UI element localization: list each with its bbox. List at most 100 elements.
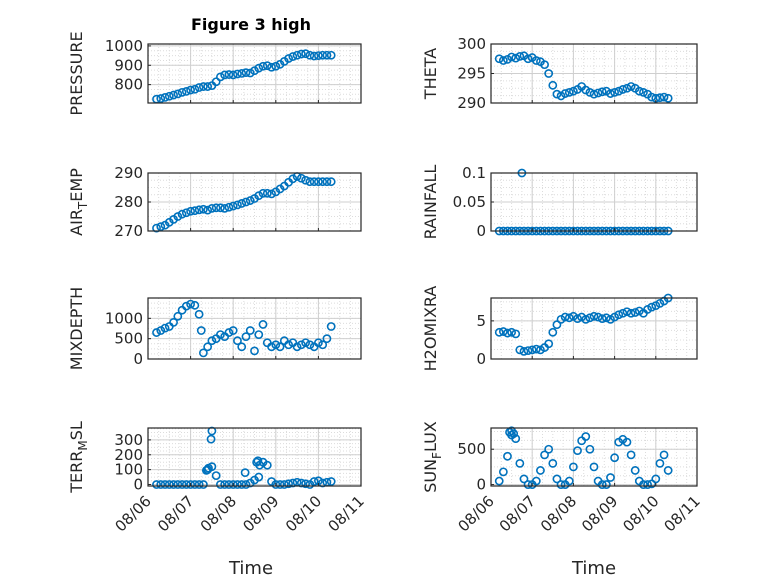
data-point	[626, 82, 636, 91]
data-point	[198, 204, 208, 214]
data-point	[560, 312, 570, 322]
data-point	[622, 83, 632, 93]
data-point	[556, 480, 566, 489]
data-point	[228, 201, 238, 211]
data-point	[253, 456, 263, 466]
data-point	[296, 340, 306, 350]
data-point	[589, 462, 599, 472]
data-point	[206, 434, 216, 444]
data-point	[181, 301, 191, 311]
y-axis-label-subscript: T	[76, 201, 90, 210]
data-point	[169, 317, 178, 327]
data-point	[663, 466, 673, 475]
y-axis-label-rest: EMP	[67, 168, 86, 202]
y-tick-label: 270	[114, 222, 143, 240]
data-point	[177, 480, 187, 489]
data-point	[597, 87, 607, 97]
data-point	[326, 322, 336, 331]
data-point	[152, 223, 161, 233]
data-point	[254, 330, 264, 339]
y-tick-label: 5	[476, 312, 486, 330]
data-point	[597, 314, 607, 323]
data-point	[544, 339, 554, 349]
chart-panel-6: 0 5 H2OMIXRA	[421, 286, 698, 371]
data-point	[552, 320, 562, 330]
data-point	[305, 50, 315, 60]
y-tick-label: 200	[114, 446, 143, 464]
data-point	[597, 480, 607, 489]
data-point	[228, 70, 238, 80]
data-point	[606, 473, 615, 482]
data-point	[540, 450, 549, 460]
data-point	[186, 206, 195, 216]
data-point	[618, 85, 628, 94]
data-point	[626, 308, 636, 318]
data-point	[610, 87, 619, 97]
data-point	[224, 480, 234, 489]
data-point	[245, 196, 255, 205]
data-point	[190, 206, 200, 216]
data-point	[659, 450, 669, 460]
y-tick-label: 800	[114, 76, 143, 94]
data-point	[220, 203, 230, 213]
y-axis-label: TERRMSL	[67, 421, 90, 494]
y-axis-label-main: TERR	[67, 451, 86, 494]
data-point	[152, 480, 161, 489]
chart-panel-5: 0 500 1000 MIXDEPTH	[67, 287, 362, 370]
data-point	[647, 92, 657, 102]
data-point	[181, 480, 191, 489]
data-point	[262, 61, 272, 71]
data-point	[177, 87, 187, 97]
data-point	[203, 205, 213, 215]
data-point	[207, 426, 217, 436]
y-tick-label: 100	[114, 461, 143, 479]
data-point	[519, 474, 529, 484]
data-point	[622, 437, 632, 447]
data-point	[301, 338, 311, 348]
data-point	[254, 63, 264, 73]
y-tick-label: 1000	[105, 37, 143, 55]
data-point	[177, 209, 187, 219]
data-point	[237, 199, 247, 208]
data-point	[201, 465, 211, 475]
data-point	[296, 49, 306, 59]
x-tick-label: 08/06	[455, 492, 498, 535]
axes-box	[147, 43, 362, 104]
data-point	[647, 302, 657, 312]
data-point	[267, 189, 276, 199]
data-point	[552, 474, 562, 484]
data-point	[211, 471, 221, 480]
y-tick-label: 295	[457, 65, 486, 83]
y-tick-label: 290	[114, 164, 143, 182]
y-tick-label: 300	[114, 431, 143, 449]
data-point	[254, 472, 264, 482]
y-axis-label-subscript: F	[430, 452, 444, 459]
data-point	[207, 203, 217, 213]
data-point	[198, 82, 208, 91]
data-point	[498, 56, 508, 65]
data-point	[301, 479, 311, 489]
data-point	[322, 334, 332, 344]
data-point	[663, 93, 673, 103]
data-point	[160, 323, 170, 333]
x-tick-label: 08/11	[661, 492, 704, 535]
y-tick-label: 0	[133, 476, 143, 494]
data-point	[267, 62, 276, 72]
data-point	[181, 208, 191, 218]
y-tick-label: 0	[133, 350, 143, 368]
y-axis-label-main: SUN	[421, 459, 440, 493]
data-point	[196, 326, 206, 335]
data-point	[288, 174, 298, 184]
data-point	[564, 476, 574, 486]
data-point	[655, 93, 665, 103]
data-point	[288, 478, 298, 488]
data-point	[220, 480, 230, 489]
data-point	[536, 466, 545, 475]
data-point	[216, 330, 225, 339]
y-axis-label-rest: SL	[67, 421, 86, 440]
data-point	[296, 478, 306, 488]
y-tick-label: 0.05	[453, 193, 486, 211]
